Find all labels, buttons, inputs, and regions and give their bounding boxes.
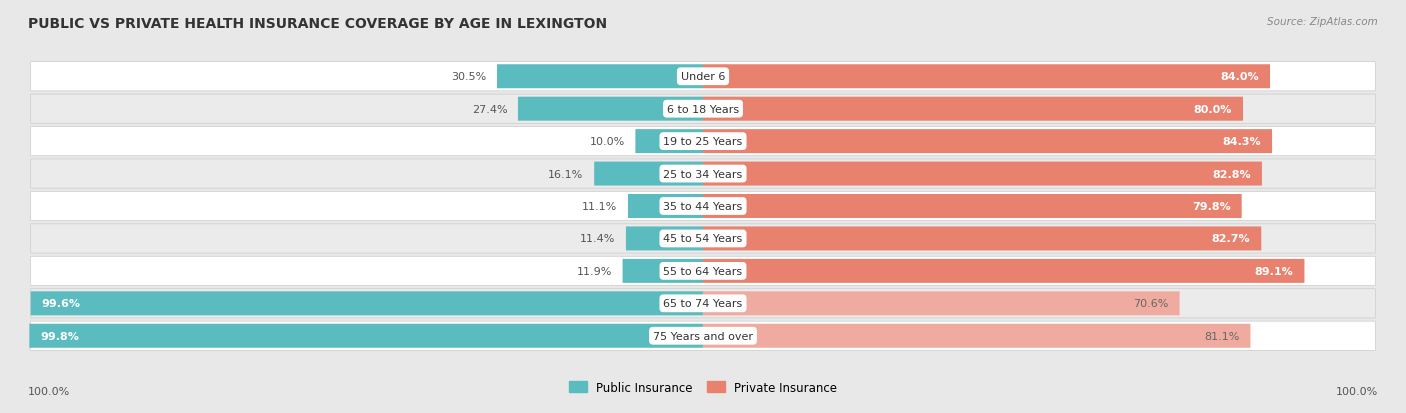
FancyBboxPatch shape — [31, 95, 1375, 124]
FancyBboxPatch shape — [31, 159, 1375, 189]
Text: 30.5%: 30.5% — [451, 72, 486, 82]
FancyBboxPatch shape — [703, 324, 1250, 348]
Text: 89.1%: 89.1% — [1254, 266, 1294, 276]
FancyBboxPatch shape — [31, 292, 703, 316]
Text: 82.8%: 82.8% — [1212, 169, 1251, 179]
FancyBboxPatch shape — [517, 97, 703, 121]
FancyBboxPatch shape — [31, 192, 1375, 221]
FancyBboxPatch shape — [31, 256, 1375, 286]
Text: 45 to 54 Years: 45 to 54 Years — [664, 234, 742, 244]
FancyBboxPatch shape — [703, 162, 1263, 186]
Text: 65 to 74 Years: 65 to 74 Years — [664, 299, 742, 309]
Text: 70.6%: 70.6% — [1133, 299, 1168, 309]
FancyBboxPatch shape — [30, 324, 703, 348]
FancyBboxPatch shape — [703, 292, 1180, 316]
FancyBboxPatch shape — [31, 62, 1375, 92]
Text: 10.0%: 10.0% — [589, 137, 624, 147]
Text: 84.0%: 84.0% — [1220, 72, 1260, 82]
Text: 25 to 34 Years: 25 to 34 Years — [664, 169, 742, 179]
Legend: Public Insurance, Private Insurance: Public Insurance, Private Insurance — [564, 376, 842, 399]
Text: 100.0%: 100.0% — [1336, 387, 1378, 396]
FancyBboxPatch shape — [703, 227, 1261, 251]
Text: 19 to 25 Years: 19 to 25 Years — [664, 137, 742, 147]
Text: 99.6%: 99.6% — [42, 299, 80, 309]
FancyBboxPatch shape — [703, 195, 1241, 218]
FancyBboxPatch shape — [703, 65, 1270, 89]
Text: 35 to 44 Years: 35 to 44 Years — [664, 202, 742, 211]
FancyBboxPatch shape — [636, 130, 703, 154]
Text: Under 6: Under 6 — [681, 72, 725, 82]
FancyBboxPatch shape — [498, 65, 703, 89]
FancyBboxPatch shape — [31, 321, 1375, 351]
Text: 75 Years and over: 75 Years and over — [652, 331, 754, 341]
Text: 80.0%: 80.0% — [1194, 104, 1232, 114]
FancyBboxPatch shape — [703, 130, 1272, 154]
FancyBboxPatch shape — [31, 289, 1375, 318]
Text: 81.1%: 81.1% — [1204, 331, 1240, 341]
FancyBboxPatch shape — [595, 162, 703, 186]
Text: Source: ZipAtlas.com: Source: ZipAtlas.com — [1267, 17, 1378, 26]
Text: 11.4%: 11.4% — [579, 234, 616, 244]
FancyBboxPatch shape — [623, 259, 703, 283]
Text: 82.7%: 82.7% — [1212, 234, 1250, 244]
FancyBboxPatch shape — [628, 195, 703, 218]
FancyBboxPatch shape — [31, 127, 1375, 157]
FancyBboxPatch shape — [31, 224, 1375, 254]
Text: 79.8%: 79.8% — [1192, 202, 1230, 211]
Text: 55 to 64 Years: 55 to 64 Years — [664, 266, 742, 276]
Text: PUBLIC VS PRIVATE HEALTH INSURANCE COVERAGE BY AGE IN LEXINGTON: PUBLIC VS PRIVATE HEALTH INSURANCE COVER… — [28, 17, 607, 31]
Text: 16.1%: 16.1% — [548, 169, 583, 179]
Text: 100.0%: 100.0% — [28, 387, 70, 396]
FancyBboxPatch shape — [703, 259, 1305, 283]
FancyBboxPatch shape — [703, 97, 1243, 121]
FancyBboxPatch shape — [626, 227, 703, 251]
Text: 6 to 18 Years: 6 to 18 Years — [666, 104, 740, 114]
Text: 84.3%: 84.3% — [1222, 137, 1261, 147]
Text: 11.9%: 11.9% — [576, 266, 612, 276]
Text: 99.8%: 99.8% — [41, 331, 79, 341]
Text: 11.1%: 11.1% — [582, 202, 617, 211]
Text: 27.4%: 27.4% — [471, 104, 508, 114]
